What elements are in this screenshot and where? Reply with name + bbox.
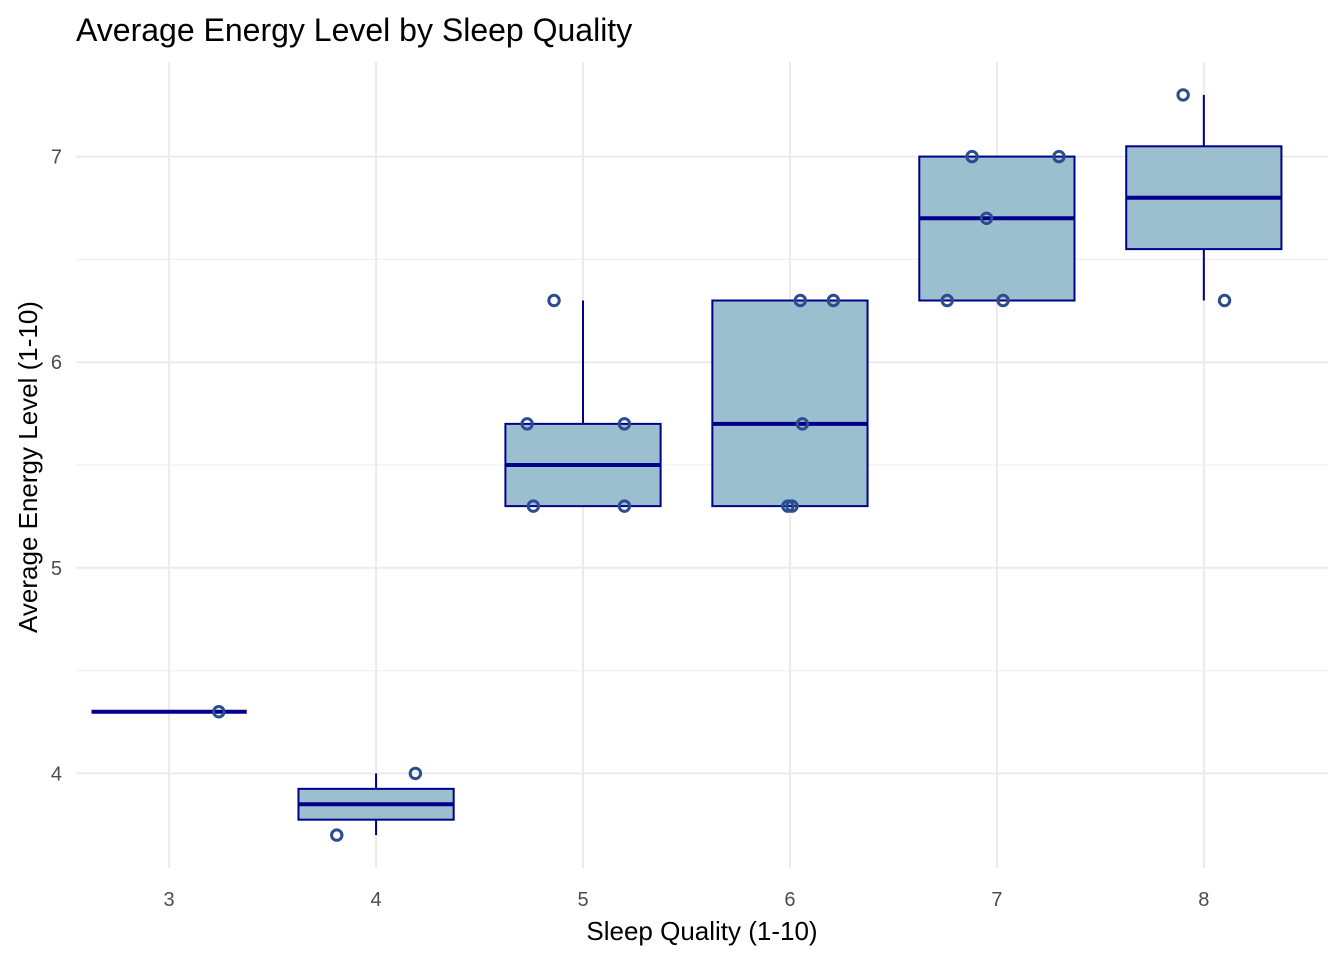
box-group [1125, 94, 1283, 301]
box-group [918, 155, 1076, 302]
x-tick-label: 6 [784, 889, 795, 911]
points [212, 88, 1232, 842]
data-point [617, 499, 632, 513]
boxes [91, 94, 1283, 836]
data-point [520, 417, 534, 431]
x-tick-label: 8 [1198, 889, 1209, 911]
data-point [212, 705, 226, 719]
x-tick-label: 3 [164, 889, 175, 911]
y-tick-label: 6 [51, 352, 62, 374]
box-group [504, 300, 662, 508]
x-tick-label: 4 [371, 889, 382, 911]
data-point [547, 293, 561, 308]
y-tick-label: 4 [51, 763, 62, 785]
data-point [940, 293, 954, 308]
box-body [711, 299, 869, 508]
data-point [793, 293, 807, 308]
data-point [408, 766, 423, 781]
data-point [1052, 149, 1066, 164]
data-point [965, 149, 979, 164]
box-group [297, 773, 455, 836]
data-point [1176, 88, 1190, 102]
data-point [1217, 293, 1232, 308]
y-tick-label: 7 [51, 147, 62, 169]
box-body [918, 155, 1076, 302]
data-point [526, 499, 541, 513]
data-point [330, 828, 344, 842]
box-group [711, 299, 869, 508]
data-point [785, 499, 799, 513]
x-tick-label: 7 [991, 889, 1002, 911]
data-point [795, 417, 810, 431]
tick-labels: 4 5 6 7 3 4 5 6 7 8 [51, 147, 1210, 911]
data-point [979, 211, 994, 225]
y-axis-title: Average Energy Level (1-10) [13, 301, 43, 633]
x-tick-label: 5 [577, 889, 588, 911]
x-axis-title: Sleep Quality (1-10) [586, 916, 817, 946]
data-point [826, 293, 841, 308]
chart-title: Average Energy Level by Sleep Quality [76, 12, 632, 48]
y-tick-label: 5 [51, 558, 62, 580]
data-point [617, 417, 632, 431]
data-point [996, 293, 1010, 308]
